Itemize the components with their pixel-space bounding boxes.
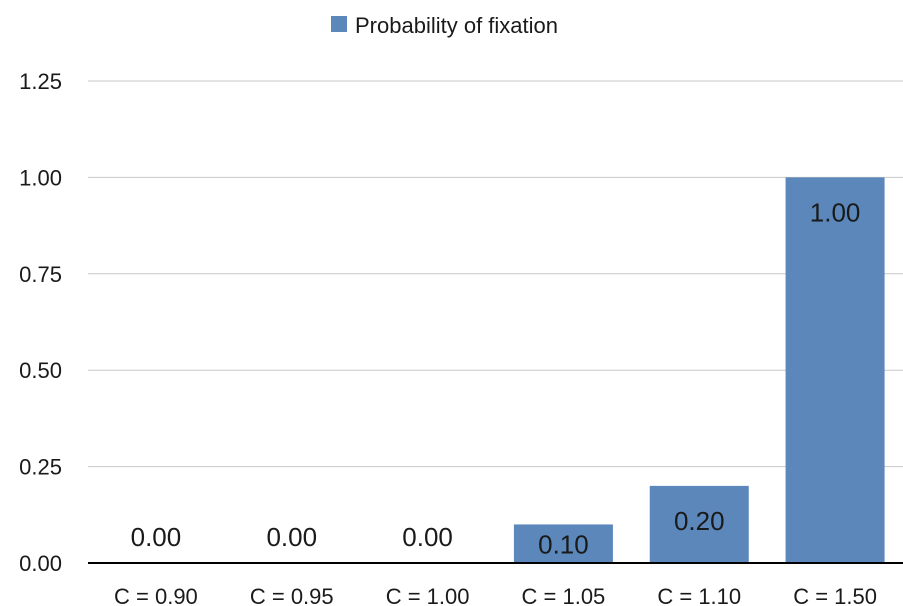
y-tick-label: 0.50 xyxy=(19,358,62,383)
y-axis-tick-labels: 0.00 0.25 0.50 0.75 1.00 1.25 xyxy=(19,69,62,576)
data-label: 1.00 xyxy=(810,197,861,227)
data-label: 0.10 xyxy=(538,530,589,560)
bars xyxy=(513,177,885,563)
x-tick-label: C = 1.10 xyxy=(657,584,741,606)
data-label: 0.00 xyxy=(266,522,317,552)
x-tick-label: C = 1.00 xyxy=(386,584,470,606)
data-label: 0.00 xyxy=(402,522,453,552)
x-tick-label: C = 1.50 xyxy=(793,584,877,606)
x-tick-label: C = 0.95 xyxy=(250,584,334,606)
legend: Probability of fixation xyxy=(331,13,558,38)
y-tick-label: 0.25 xyxy=(19,455,62,480)
x-axis-tick-labels: C = 0.90 C = 0.95 C = 1.00 C = 1.05 C = 1.10… xyxy=(114,584,877,606)
bar xyxy=(513,524,613,563)
bar xyxy=(649,485,749,563)
data-label: 0.20 xyxy=(674,506,725,536)
legend-swatch xyxy=(331,16,347,32)
x-tick-label: C = 0.90 xyxy=(114,584,198,606)
y-tick-label: 1.00 xyxy=(19,165,62,190)
y-tick-label: 1.25 xyxy=(19,69,62,94)
data-label: 0.00 xyxy=(131,522,182,552)
bar xyxy=(785,177,885,563)
y-tick-label: 0.00 xyxy=(19,551,62,576)
data-labels: 0.00 0.00 0.00 0.10 0.20 1.00 xyxy=(131,197,861,559)
legend-label-probability-of-fixation: Probability of fixation xyxy=(355,13,558,38)
gridlines xyxy=(88,80,903,468)
x-tick-label: C = 1.05 xyxy=(522,584,606,606)
y-tick-label: 0.75 xyxy=(19,262,62,287)
